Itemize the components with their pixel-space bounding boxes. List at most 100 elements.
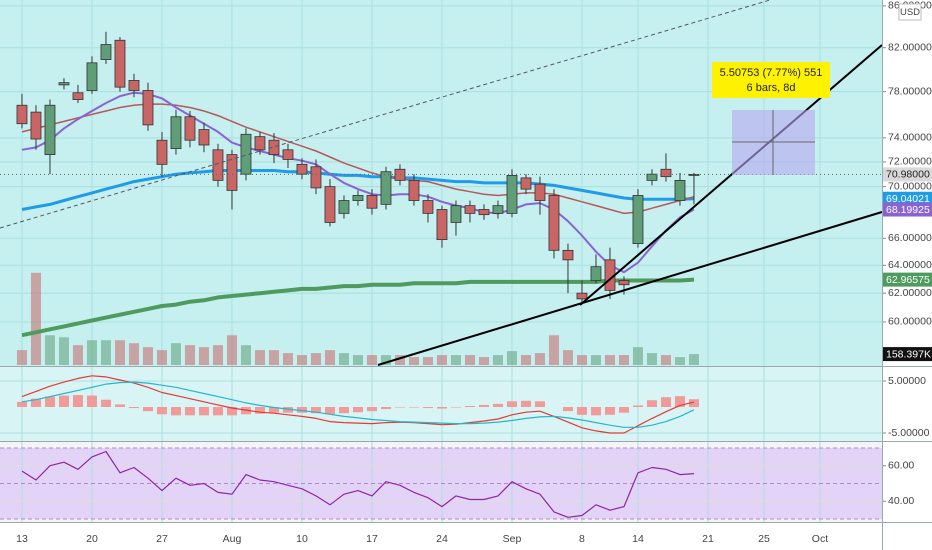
histogram-bar <box>618 407 629 413</box>
candle-body <box>282 149 294 160</box>
histogram-bar <box>44 396 55 408</box>
price-tag-label: 158.397K <box>886 348 931 360</box>
volume-bar <box>576 355 587 365</box>
histogram-bar <box>324 407 335 415</box>
candle-body <box>646 173 658 181</box>
candle-body <box>562 249 574 261</box>
y-tick-label: 5.00000 <box>888 375 926 387</box>
volume-bar <box>534 353 545 365</box>
x-tick-label: 8 <box>579 533 585 545</box>
x-tick-label: Aug <box>223 533 242 545</box>
volume-bar <box>30 272 41 365</box>
histogram-bar <box>436 407 447 409</box>
histogram-bar <box>688 399 699 408</box>
volume-bar <box>436 355 447 365</box>
candle-body <box>16 104 28 125</box>
volume-bar <box>86 340 97 365</box>
histogram-bar <box>674 396 685 408</box>
measure-label: 6 bars, 8d <box>747 82 796 94</box>
drawings: 5.50753 (7.77%) 551 6 bars, 8d <box>0 0 883 366</box>
indicator-line <box>21 169 695 211</box>
histogram-bar <box>506 401 517 408</box>
histogram-bar <box>72 395 83 408</box>
histogram-bar <box>114 404 125 408</box>
histogram-bar <box>310 407 321 414</box>
candle-body <box>86 62 98 91</box>
candle-body <box>268 139 280 156</box>
histogram-bar <box>212 407 223 416</box>
histogram-bar <box>352 407 363 413</box>
volume-bar <box>450 355 461 365</box>
volume-bar <box>226 335 237 365</box>
currency-box <box>898 3 922 21</box>
marks-layer <box>0 31 882 518</box>
volume-bar <box>268 350 279 365</box>
price-tag-label: 68.19925 <box>886 204 930 216</box>
histogram-bar <box>16 401 27 408</box>
volume-bar <box>156 350 167 365</box>
x-tick-label: 25 <box>758 533 770 545</box>
volume-bar <box>506 351 517 365</box>
histogram-bar <box>562 407 573 412</box>
histogram-bar <box>534 401 545 408</box>
volume-bar <box>184 345 195 365</box>
candle-body <box>366 195 378 209</box>
volume-bar <box>72 345 83 365</box>
x-tick-label: 14 <box>632 533 644 545</box>
volume-bar <box>646 353 657 365</box>
histogram-bar <box>632 405 643 408</box>
histogram-bar <box>268 407 279 413</box>
candle-body <box>506 175 518 214</box>
volume-bar <box>16 350 27 365</box>
candle-body <box>170 116 182 149</box>
volume-bar <box>590 355 601 365</box>
x-tick-label: Sep <box>503 533 522 545</box>
y-tick-label: 62.00000 <box>888 287 932 299</box>
price-tag <box>883 191 932 206</box>
price-tag <box>883 347 932 362</box>
price-tag <box>883 272 932 287</box>
candle-body <box>660 168 672 178</box>
trend-line <box>579 44 883 306</box>
volume-bar <box>562 350 573 365</box>
histogram-bar <box>86 395 97 408</box>
candle-body <box>184 116 196 141</box>
histogram-bar <box>464 405 475 408</box>
histogram-bar <box>394 407 405 408</box>
y-tick-label: 74.00000 <box>888 132 932 144</box>
volume-bar <box>660 355 671 365</box>
histogram-bar <box>450 407 461 408</box>
candle-body <box>128 80 140 91</box>
candle-body <box>72 92 84 100</box>
indicator-line <box>21 381 695 428</box>
histogram-bar <box>296 407 307 413</box>
macd-pane <box>0 367 882 441</box>
volume-bar <box>212 345 223 365</box>
histogram-bar <box>58 395 69 408</box>
y-tick-label: 60.00000 <box>888 316 932 328</box>
histogram-bar <box>660 397 671 408</box>
candle-body <box>240 133 252 175</box>
candle-body <box>548 195 560 251</box>
candle-body <box>632 195 644 245</box>
volume-bar <box>296 355 307 365</box>
volume-bar <box>408 357 419 365</box>
price-pane <box>0 0 882 366</box>
volume-bar <box>618 355 629 365</box>
price-tag-label: 69.04021 <box>886 193 930 205</box>
candle-body <box>590 266 602 281</box>
candle-body <box>226 154 238 191</box>
volume-bar <box>632 347 643 365</box>
histogram-bar <box>422 407 433 409</box>
x-tick-label: 20 <box>86 533 98 545</box>
volume-bar <box>198 347 209 365</box>
candle-body <box>436 209 448 241</box>
candle-body <box>520 177 532 190</box>
volume-bar <box>114 340 125 365</box>
histogram-bar <box>100 399 111 408</box>
price-tag-label: 70.98000 <box>886 169 930 181</box>
y-tick-label: 40.00 <box>888 495 914 507</box>
x-tick-label: Oct <box>812 533 828 545</box>
volume-bar <box>128 343 139 365</box>
